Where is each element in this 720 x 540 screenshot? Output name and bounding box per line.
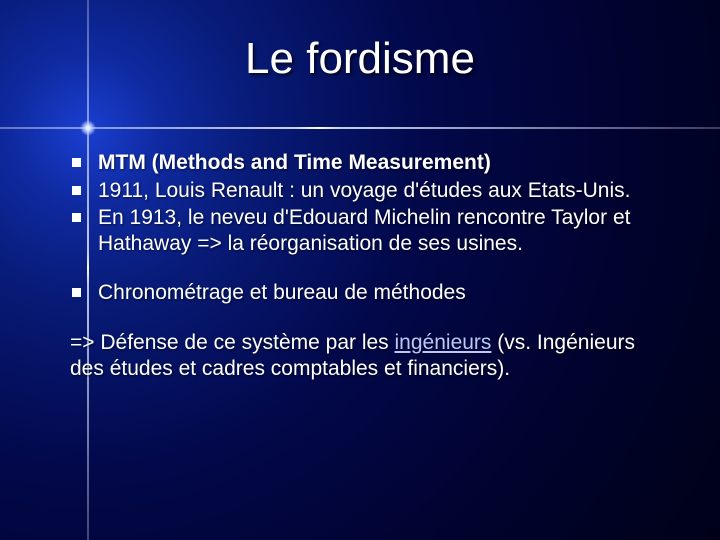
list-item: Chronométrage et bureau de méthodes (70, 280, 672, 306)
slide: Le fordisme MTM (Methods and Time Measur… (0, 0, 720, 540)
link-ingenieurs[interactable]: ingénieurs (395, 331, 492, 354)
list-item: MTM (Methods and Time Measurement) (70, 150, 672, 176)
list-item: 1911, Louis Renault : un voyage d'études… (70, 178, 672, 204)
conclusion-line: => Défense de ce système par les ingénie… (70, 330, 672, 381)
lens-flare-core-icon (80, 120, 96, 136)
bullet-list-2: Chronométrage et bureau de méthodes (70, 280, 672, 306)
list-item: En 1913, le neveu d'Edouard Michelin ren… (70, 205, 672, 256)
lens-flare-icon (88, 128, 89, 129)
bullet-text: 1911, Louis Renault : un voyage d'études… (98, 179, 630, 202)
bullet-text: En 1913, le neveu d'Edouard Michelin ren… (98, 206, 630, 255)
bullet-text: MTM (Methods and Time Measurement) (98, 151, 491, 174)
text-prefix: => Défense de ce système par les (70, 331, 395, 354)
bullet-list-1: MTM (Methods and Time Measurement) 1911,… (70, 150, 672, 256)
slide-body: MTM (Methods and Time Measurement) 1911,… (70, 150, 672, 381)
slide-title: Le fordisme (0, 34, 720, 84)
bullet-text: Chronométrage et bureau de méthodes (98, 281, 466, 304)
